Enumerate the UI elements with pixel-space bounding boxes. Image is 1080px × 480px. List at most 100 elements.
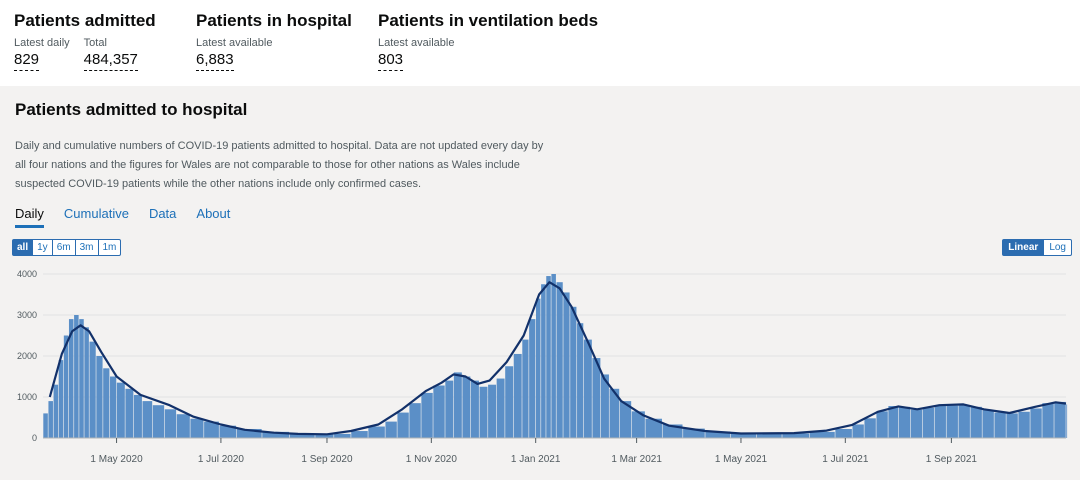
daily-bar <box>176 414 190 438</box>
daily-bar <box>462 376 471 438</box>
daily-bar <box>68 319 74 438</box>
stat-value[interactable]: 803 <box>378 50 404 71</box>
daily-bar <box>864 418 876 438</box>
headline-stat: Latest daily 829 <box>14 36 70 71</box>
daily-bar <box>58 360 64 438</box>
daily-bar <box>577 323 584 438</box>
scale-log-button[interactable]: Log <box>1049 242 1066 253</box>
daily-bar <box>522 339 529 438</box>
tab-daily[interactable]: Daily <box>15 206 44 228</box>
tab-about[interactable]: About <box>196 206 231 221</box>
daily-bar <box>53 384 59 438</box>
daily-bar <box>496 378 505 438</box>
tab-cumulative[interactable]: Cumulative <box>63 206 129 221</box>
range-1m-button[interactable]: 1m <box>102 242 117 253</box>
daily-bar <box>315 434 334 438</box>
daily-bar <box>583 339 592 438</box>
daily-bar <box>164 409 177 438</box>
daily-bar <box>1042 403 1054 438</box>
daily-bar <box>619 401 632 438</box>
tab-data[interactable]: Data <box>148 206 177 221</box>
daily-bar <box>609 388 620 438</box>
daily-bar <box>535 298 541 438</box>
stat-label: Latest daily <box>14 37 70 49</box>
daily-bar <box>563 292 570 438</box>
daily-bar <box>125 388 134 438</box>
daily-bar <box>982 410 994 438</box>
x-tick-label: 1 Sep 2020 <box>301 454 353 465</box>
daily-bar <box>116 382 125 438</box>
daily-bar <box>556 282 563 438</box>
line-layer <box>48 281 1067 436</box>
range-1y-button[interactable]: 1y <box>33 240 53 255</box>
daily-bar <box>1006 413 1018 438</box>
daily-bar <box>397 412 409 438</box>
daily-bar <box>600 374 609 438</box>
headline-stat: Total 484,357 <box>83 36 138 71</box>
time-range-selector: all 1y 6m 3m 1m <box>12 239 122 256</box>
x-tick-label: 1 Nov 2020 <box>406 454 458 465</box>
daily-bar <box>529 319 536 438</box>
headline-stat: Latest available 6,883 <box>196 36 272 71</box>
headline-title: Patients admitted <box>14 11 156 30</box>
headline-summary: Patients admitted Latest daily 829 Total… <box>0 0 1080 86</box>
stat-value[interactable]: 829 <box>14 50 40 71</box>
daily-bar <box>385 421 397 438</box>
daily-bar <box>445 380 454 438</box>
daily-bar <box>835 428 852 438</box>
axis-layer: 0 1000 2000 3000 4000 1 May 2020 1 Jul 2020 1 S… <box>17 269 1066 465</box>
daily-bar <box>152 405 165 438</box>
daily-bar <box>1054 401 1066 438</box>
stat-label: Latest available <box>196 37 273 49</box>
rolling-average-line <box>48 281 1067 436</box>
daily-bar <box>1066 404 1068 438</box>
daily-bar <box>289 433 315 438</box>
stat-label: Total <box>83 37 107 49</box>
headline-in-hospital: Patients in hospital Latest available 6,… <box>196 10 352 71</box>
daily-bar <box>898 406 911 438</box>
daily-bar <box>1018 411 1030 438</box>
stat-value[interactable]: 6,883 <box>196 50 234 71</box>
daily-bar <box>645 418 662 438</box>
daily-bar <box>74 315 79 438</box>
headline-ventilation: Patients in ventilation beds Latest avai… <box>378 10 598 71</box>
daily-bar <box>433 385 445 438</box>
daily-bar <box>219 425 237 438</box>
daily-bar <box>910 409 923 438</box>
daily-bar <box>334 433 351 438</box>
daily-bar <box>782 433 810 438</box>
y-tick-label: 4000 <box>17 269 37 279</box>
daily-bar <box>994 412 1006 438</box>
stat-value[interactable]: 484,357 <box>83 50 138 71</box>
daily-bar <box>409 403 421 438</box>
range-3m-button[interactable]: 3m <box>76 240 99 255</box>
daily-bar <box>470 380 479 438</box>
y-tick-label: 3000 <box>17 310 37 320</box>
range-all-button[interactable]: all <box>13 240 34 255</box>
daily-bar <box>513 353 522 438</box>
stat-label: Latest available <box>378 37 455 49</box>
daily-bar <box>142 401 153 438</box>
daily-bar <box>110 376 117 438</box>
headline-title: Patients in hospital <box>196 11 352 30</box>
daily-bar <box>570 306 577 438</box>
daily-bar <box>592 358 601 438</box>
x-tick-label: 1 Jan 2021 <box>511 454 561 465</box>
y-tick-label: 2000 <box>17 351 37 361</box>
daily-bar <box>958 405 970 438</box>
scale-linear-button[interactable]: Linear <box>1003 240 1045 255</box>
daily-bar <box>479 386 488 438</box>
daily-bar <box>970 406 982 438</box>
range-6m-button[interactable]: 6m <box>53 240 76 255</box>
daily-bar <box>756 433 782 438</box>
daily-bar <box>79 319 84 438</box>
daily-bar <box>934 405 946 438</box>
daily-bar <box>946 405 958 438</box>
daily-bar <box>190 418 204 438</box>
daily-bar <box>852 424 864 438</box>
daily-bar <box>133 394 142 438</box>
daily-bar <box>731 433 757 438</box>
headline-admitted: Patients admitted Latest daily 829 Total… <box>14 10 156 71</box>
admissions-card: Patients admitted to hospital Daily and … <box>0 86 1080 480</box>
daily-bar <box>96 356 103 438</box>
